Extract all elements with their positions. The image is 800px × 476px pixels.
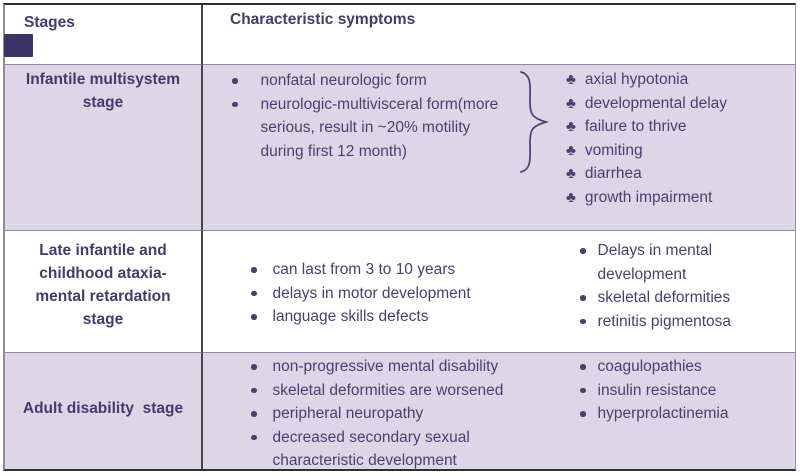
row2-secondary-symptom-list: Delays in mental development skeletal de…	[580, 239, 735, 333]
symptom-text: developmental delay	[584, 94, 728, 112]
list-item: coagulopathies	[580, 355, 790, 379]
list-item: retinitis pigmentosa	[580, 310, 735, 334]
list-item: insulin resistance	[580, 379, 790, 403]
symptom-text: delays in motor development	[272, 284, 471, 302]
bullet-dot-icon	[251, 411, 257, 417]
bullet-dot-icon	[251, 364, 257, 370]
row3-primary-symptom-list: non-progressive mental disability skelet…	[251, 355, 546, 473]
list-item: decreased secondary sexual characteristi…	[251, 426, 546, 473]
symptom-text: coagulopathies	[597, 358, 702, 375]
club-bullet-icon: ♣	[566, 71, 576, 88]
list-item: ♣ diarrhea	[566, 162, 781, 186]
club-bullet-icon: ♣	[566, 141, 576, 159]
bullet-dot-icon	[580, 387, 586, 394]
row1-primary-symptom-list: nonfatal neurologic form neurologic-mult…	[232, 69, 504, 163]
row2-stage-cell: Late infantile and childhood ataxia-ment…	[5, 230, 203, 352]
club-bullet-icon: ♣	[566, 94, 576, 112]
row3-stage-cell: Adult disability stage	[5, 352, 203, 469]
list-item: can last from 3 to 10 years	[251, 258, 531, 282]
row2-primary-symptom-list: can last from 3 to 10 years delays in mo…	[251, 258, 531, 329]
bullet-dot-icon	[580, 411, 586, 417]
list-item: peripheral neuropathy	[251, 402, 546, 426]
symptom-text: failure to thrive	[584, 118, 687, 136]
bullet-dot-icon	[251, 387, 257, 394]
list-item: Delays in mental development	[580, 239, 735, 286]
club-bullet-icon: ♣	[566, 165, 576, 183]
bullet-dot-icon	[580, 318, 586, 325]
symptom-text: non-progressive mental disability	[272, 358, 499, 375]
symptom-text: axial hypotonia	[584, 71, 689, 88]
row1-symptoms-cell: nonfatal neurologic form neurologic-mult…	[203, 64, 795, 230]
list-item: non-progressive mental disability	[251, 355, 546, 379]
list-item: neurologic-multivisceral form(more serio…	[232, 93, 504, 164]
list-item: skeletal deformities	[580, 286, 735, 310]
bullet-dot-icon	[580, 248, 586, 254]
list-item: ♣ failure to thrive	[566, 115, 781, 139]
header-cell-stages: Stages	[5, 5, 203, 64]
symptom-text: vomiting	[584, 141, 643, 159]
grouping-brace-icon	[516, 68, 550, 176]
list-item: ♣ vomiting	[566, 139, 781, 163]
bullet-dot-icon	[251, 290, 257, 297]
symptoms-column-header: Characteristic symptoms	[230, 11, 416, 28]
club-bullet-icon: ♣	[566, 188, 576, 206]
list-item: ♣ developmental delay	[566, 92, 781, 116]
row1-secondary-symptom-list: ♣ axial hypotonia ♣ developmental delay …	[566, 68, 781, 210]
bullet-dot-icon	[232, 101, 238, 108]
symptom-text: skeletal deformities are worsened	[272, 381, 504, 399]
row3-symptoms-cell: non-progressive mental disability skelet…	[203, 352, 795, 469]
symptom-text: diarrhea	[584, 165, 642, 183]
list-item: hyperprolactinemia	[580, 402, 790, 426]
stages-column-header: Stages	[24, 14, 75, 31]
list-item: language skills defects	[251, 305, 531, 329]
row1-stage-cell: Infantile multisystem stage	[5, 64, 203, 230]
row3-secondary-symptom-list: coagulopathies insulin resistance hyperp…	[580, 355, 790, 426]
bullet-dot-icon	[580, 364, 586, 370]
row2-stage-label: Late infantile and childhood ataxia-ment…	[35, 242, 171, 328]
symptom-text: retinitis pigmentosa	[597, 312, 732, 330]
symptom-text: can last from 3 to 10 years	[272, 261, 456, 278]
row2-symptoms-cell: can last from 3 to 10 years delays in mo…	[203, 230, 795, 352]
symptom-text: growth impairment	[584, 188, 713, 206]
symptom-text: neurologic-multivisceral form(more serio…	[260, 95, 499, 160]
row1-stage-label: Infantile multisystem stage	[25, 71, 181, 111]
bullet-dot-icon	[251, 314, 257, 320]
list-item: ♣ growth impairment	[566, 186, 781, 210]
bullet-dot-icon	[251, 434, 257, 441]
list-item: nonfatal neurologic form	[232, 69, 504, 93]
symptom-text: skeletal deformities	[597, 289, 731, 307]
symptom-text: nonfatal neurologic form	[260, 72, 427, 89]
row3-stage-label: Adult disability stage	[22, 400, 184, 417]
symptom-text: language skills defects	[272, 308, 429, 326]
list-item: ♣ axial hypotonia	[566, 68, 781, 92]
dark-accent-box	[4, 34, 33, 57]
stages-symptoms-table: Stages Characteristic symptoms Infantile…	[3, 3, 796, 471]
symptom-text: insulin resistance	[597, 381, 717, 399]
symptom-text: peripheral neuropathy	[272, 405, 424, 423]
club-bullet-icon: ♣	[566, 118, 576, 136]
symptom-text: hyperprolactinemia	[597, 405, 729, 423]
bullet-dot-icon	[251, 267, 257, 273]
list-item: skeletal deformities are worsened	[251, 379, 546, 403]
bullet-dot-icon	[580, 295, 586, 301]
symptom-text: decreased secondary sexual characteristi…	[272, 428, 470, 470]
header-cell-symptoms: Characteristic symptoms	[203, 5, 795, 64]
bullet-dot-icon	[232, 78, 238, 84]
list-item: delays in motor development	[251, 282, 531, 306]
symptom-text: Delays in mental development	[597, 242, 713, 283]
